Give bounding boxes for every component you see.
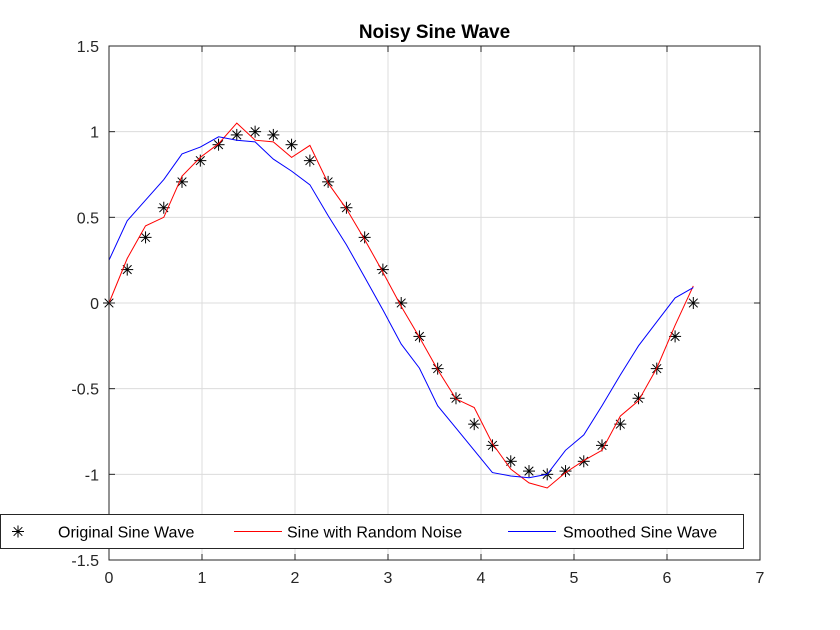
x-tick-label: 6 bbox=[663, 570, 672, 587]
data-point-original-sine-wave bbox=[212, 138, 225, 151]
data-point-original-sine-wave bbox=[285, 138, 298, 151]
y-tick-label: -1 bbox=[85, 467, 99, 484]
data-point-original-sine-wave bbox=[431, 362, 444, 375]
x-tick-label: 5 bbox=[570, 570, 579, 587]
data-point-original-sine-wave bbox=[249, 125, 262, 138]
legend-box bbox=[0, 514, 744, 549]
y-tick-label: -0.5 bbox=[71, 382, 99, 399]
grid-lines bbox=[108, 45, 761, 561]
data-point-original-sine-wave bbox=[468, 418, 481, 431]
chart-title: Noisy Sine Wave bbox=[359, 22, 510, 43]
data-point-original-sine-wave bbox=[139, 231, 152, 244]
data-point-original-sine-wave bbox=[577, 455, 590, 468]
legend-label: Sine with Random Noise bbox=[287, 525, 462, 542]
y-tick-label: -1.5 bbox=[71, 553, 99, 570]
legend-sample-marker bbox=[12, 525, 24, 538]
data-point-original-sine-wave bbox=[303, 154, 316, 167]
x-tick-label: 7 bbox=[756, 570, 765, 587]
data-point-original-sine-wave bbox=[522, 465, 535, 478]
data-point-original-sine-wave bbox=[669, 330, 682, 343]
x-tick-label: 0 bbox=[105, 570, 114, 587]
x-tick-label: 1 bbox=[198, 570, 207, 587]
series-line-smoothed-sine-wave bbox=[108, 136, 694, 479]
data-point-original-sine-wave bbox=[194, 154, 207, 167]
x-tick-label: 2 bbox=[291, 570, 300, 587]
data-point-original-sine-wave bbox=[559, 465, 572, 478]
data-point-original-sine-wave bbox=[176, 175, 189, 188]
series-layer bbox=[103, 122, 700, 489]
data-point-original-sine-wave bbox=[322, 175, 335, 188]
legend: Original Sine Wave Sine with Random Noise… bbox=[0, 514, 744, 549]
y-tick-label: 1 bbox=[90, 125, 99, 142]
y-tick-label: 1.5 bbox=[77, 39, 99, 56]
data-point-original-sine-wave bbox=[504, 455, 517, 468]
y-tick-label: 0.5 bbox=[77, 210, 99, 227]
series-line-sine-with-random-noise bbox=[108, 122, 694, 489]
data-point-original-sine-wave bbox=[687, 297, 700, 309]
x-tick-label: 3 bbox=[384, 570, 393, 587]
legend-label: Smoothed Sine Wave bbox=[563, 525, 717, 542]
y-tick-label: 0 bbox=[90, 296, 99, 313]
data-point-original-sine-wave bbox=[157, 201, 170, 214]
x-tick-label: 4 bbox=[477, 570, 486, 587]
data-point-original-sine-wave bbox=[267, 128, 280, 141]
legend-label: Original Sine Wave bbox=[58, 525, 194, 542]
data-point-original-sine-wave bbox=[230, 128, 243, 141]
tick-labels: 0 1 2 3 4 5 6 7 -1.5 -1 -0.5 0 0.5 1 1.5 bbox=[71, 39, 764, 587]
